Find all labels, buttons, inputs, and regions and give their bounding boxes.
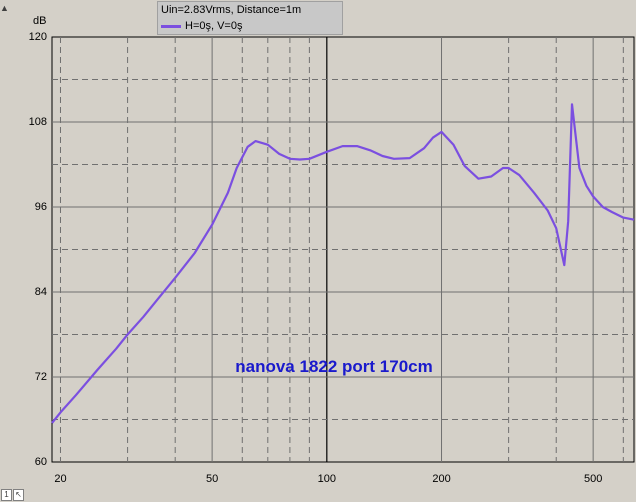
y-tick-label: 96: [35, 201, 47, 213]
legend-header: Uin=2.83Vrms, Distance=1m: [161, 4, 302, 16]
legend: Uin=2.83Vrms, Distance=1m H=0ş, V=0ş: [157, 1, 343, 35]
zoom-reset-icon[interactable]: 1: [1, 489, 12, 501]
y-tick-label: 120: [29, 31, 47, 43]
chart-annotation: nanova 1822 port 170cm: [235, 357, 432, 376]
series-line-h0-v0: [51, 103, 635, 424]
y-tick-label: 84: [35, 286, 47, 298]
x-tick-label: 20: [54, 473, 66, 485]
y-tick-labels: 60 72 84 96 108 120: [29, 31, 47, 468]
x-tick-labels: 20 50 100 200 500: [54, 473, 602, 485]
y-axis-label: dB: [33, 15, 46, 27]
legend-swatch: [161, 24, 181, 28]
legend-entry: H=0ş, V=0ş: [161, 20, 242, 32]
x-tick-label: 100: [318, 473, 336, 485]
y-tick-label: 60: [35, 456, 47, 468]
y-tick-label: 108: [29, 116, 47, 128]
legend-entry-label: H=0ş, V=0ş: [185, 20, 243, 32]
scroll-up-icon[interactable]: ▲: [0, 3, 9, 13]
x-tick-label: 50: [206, 473, 218, 485]
x-tick-label: 500: [584, 473, 602, 485]
y-tick-label: 72: [35, 371, 47, 383]
x-tick-label: 200: [432, 473, 450, 485]
grid-lines: [52, 37, 634, 462]
zoom-tool-icon[interactable]: ↖: [13, 489, 24, 501]
corner-controls: 1 ↖: [1, 489, 25, 501]
